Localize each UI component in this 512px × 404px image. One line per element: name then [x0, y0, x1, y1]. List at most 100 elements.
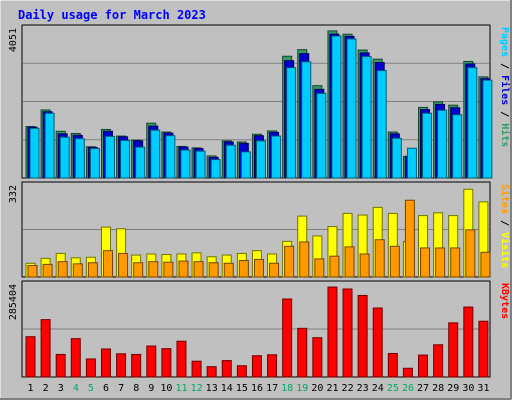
bar-kbytes-day-4: [70, 338, 81, 378]
bar-pages-day-9: [150, 129, 161, 179]
bar-pages-day-23: [361, 56, 372, 179]
bar-sites-day-23: [359, 253, 370, 278]
legend-hits: Hits: [499, 123, 511, 147]
bar-pages-day-6: [104, 135, 115, 179]
bar-kbytes-day-24: [372, 307, 383, 378]
x-tick-label-day-24: 24: [372, 383, 384, 394]
bar-sites-day-16: [253, 258, 264, 278]
bar-kbytes-day-30: [463, 306, 474, 378]
bar-sites-day-1: [27, 264, 38, 278]
bar-kbytes-day-16: [251, 355, 262, 378]
legend-kbytes: KBytes: [499, 283, 510, 319]
bar-sites-day-4: [72, 263, 83, 278]
bar-sites-day-11: [178, 260, 189, 278]
x-tick-label-day-22: 22: [342, 383, 354, 394]
x-tick-label-day-20: 20: [311, 383, 323, 394]
chart-panel-3: 285404 KBytes: [8, 280, 510, 378]
bar-kbytes-day-25: [387, 352, 398, 378]
x-tick-label-day-9: 9: [148, 383, 154, 394]
bar-kbytes-day-26: [402, 367, 413, 378]
bar-kbytes-day-21: [327, 286, 338, 378]
bar-sites-day-28: [435, 247, 446, 278]
bar-sites-day-3: [57, 261, 68, 278]
bar-pages-day-24: [376, 70, 387, 179]
bar-sites-day-14: [223, 262, 234, 278]
bar-kbytes-day-15: [236, 365, 247, 378]
x-tick-label-day-13: 13: [206, 383, 218, 394]
bar-kbytes-day-19: [297, 327, 308, 378]
y-axis-legend: Sites / Visits: [499, 184, 511, 268]
x-tick-label-day-3: 3: [58, 383, 64, 394]
x-tick-label-day-14: 14: [221, 383, 233, 394]
bar-kbytes-day-2: [40, 319, 51, 378]
x-tick-label-day-2: 2: [43, 383, 49, 394]
bar-sites-day-2: [42, 263, 53, 278]
x-tick-label-day-17: 17: [266, 383, 278, 394]
x-tick-label-day-30: 30: [462, 383, 474, 394]
x-tick-label-day-8: 8: [133, 383, 139, 394]
bar-sites-day-12: [193, 261, 204, 278]
bar-sites-day-17: [269, 262, 280, 278]
x-tick-label-day-28: 28: [432, 383, 444, 394]
bar-pages-day-8: [135, 146, 146, 179]
x-tick-label-day-15: 15: [236, 383, 248, 394]
bar-kbytes-day-1: [25, 336, 36, 378]
bar-sites-day-25: [389, 245, 400, 278]
x-tick-label-day-16: 16: [251, 383, 263, 394]
bar-kbytes-day-14: [221, 360, 232, 378]
bar-kbytes-day-9: [146, 345, 157, 378]
bar-kbytes-day-22: [342, 288, 353, 378]
bar-kbytes-day-31: [478, 320, 489, 378]
bar-kbytes-day-13: [206, 366, 217, 378]
x-tick-label-day-11: 11: [175, 383, 187, 394]
bar-pages-day-16: [255, 140, 266, 179]
bar-pages-day-14: [225, 144, 236, 179]
bar-sites-day-10: [163, 261, 174, 278]
bar-sites-day-19: [299, 241, 310, 278]
bar-sites-day-9: [148, 261, 159, 278]
bar-pages-day-10: [165, 135, 176, 179]
bar-sites-day-6: [102, 250, 113, 278]
x-tick-label-day-29: 29: [447, 383, 459, 394]
x-tick-label-day-7: 7: [118, 383, 124, 394]
x-tick-label-day-6: 6: [103, 383, 109, 394]
x-tick-label-day-10: 10: [160, 383, 172, 394]
bar-pages-day-5: [89, 148, 100, 179]
bar-kbytes-day-27: [418, 354, 429, 378]
x-axis-day-labels: 1 2 3 4 5 6 7 8 9 10 11 12 13 14 15 16 17 18 19 20 21 22 23 24 2…: [28, 383, 490, 394]
bar-kbytes-day-17: [267, 354, 278, 378]
legend-separator: /: [499, 105, 510, 123]
bar-kbytes-day-8: [131, 353, 142, 378]
bar-sites-day-30: [465, 229, 476, 278]
bar-pages-day-12: [195, 150, 206, 179]
bar-pages-day-27: [422, 112, 433, 179]
bar-kbytes-day-6: [100, 348, 111, 378]
bar-pages-day-25: [391, 137, 402, 179]
x-tick-label-day-4: 4: [73, 383, 79, 394]
bar-sites-day-26: [404, 199, 415, 278]
y-max-label: 4051: [8, 28, 19, 52]
bar-pages-day-30: [467, 67, 478, 179]
y-max-label: 332: [8, 185, 19, 203]
bar-pages-day-18: [286, 67, 297, 179]
bar-sites-day-21: [329, 255, 340, 278]
bar-kbytes-day-29: [448, 322, 459, 378]
bar-pages-day-1: [29, 127, 40, 179]
bar-kbytes-day-23: [357, 294, 368, 378]
bar-pages-day-26: [406, 147, 417, 179]
x-tick-label-day-25: 25: [387, 383, 399, 394]
bar-sites-day-15: [238, 260, 249, 278]
bar-sites-day-31: [480, 251, 491, 278]
bar-sites-day-27: [420, 247, 431, 278]
x-tick-label-day-26: 26: [402, 383, 414, 394]
bar-pages-day-4: [74, 138, 85, 179]
x-tick-label-day-21: 21: [326, 383, 338, 394]
bar-pages-day-2: [44, 112, 55, 179]
bar-sites-day-20: [314, 258, 325, 278]
bar-pages-day-17: [271, 135, 282, 179]
bar-sites-day-13: [208, 262, 219, 278]
bar-pages-day-11: [180, 149, 191, 179]
x-tick-label-day-5: 5: [88, 383, 94, 394]
bar-sites-day-5: [87, 262, 98, 278]
